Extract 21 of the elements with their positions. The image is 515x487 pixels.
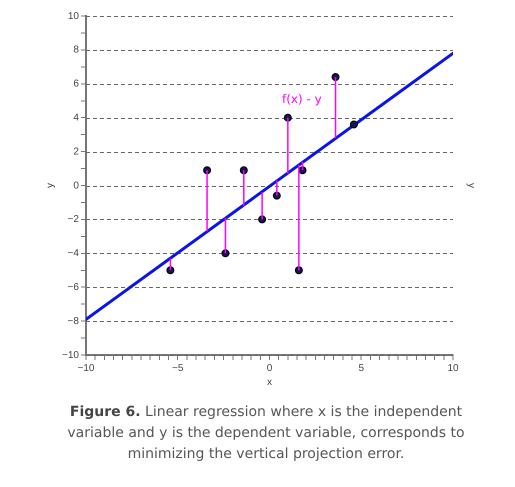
- y-tick-label: −8: [68, 316, 80, 327]
- y-tick-label: 4: [73, 112, 80, 124]
- x-tick-label: −5: [172, 362, 184, 374]
- y-tick-label: 2: [73, 146, 80, 158]
- y-tick-label: 6: [73, 78, 80, 90]
- y2-axis-title: y: [465, 183, 476, 188]
- x-tick-label: 10: [447, 362, 459, 374]
- point: [350, 120, 358, 128]
- y-tick-label: −2: [68, 214, 80, 226]
- y-tick-label: 8: [73, 44, 80, 56]
- x-tick-label: 0: [266, 362, 273, 374]
- y-tick-label: −10: [62, 350, 80, 361]
- y-tick-label: −6: [68, 282, 80, 293]
- annotation: f(x) - y: [282, 92, 322, 106]
- y-tick-label: −4: [68, 248, 80, 260]
- x-tick-label: 5: [358, 362, 364, 374]
- y-axis-title: y: [44, 183, 56, 188]
- x-axis-title: x: [266, 376, 272, 388]
- y-tick-label: 0: [73, 180, 80, 192]
- caption: Figure 6. Linear regression where x is the independent variable and y is the dependent variable, corresponds to minimizing the vertical projection error.: [66, 403, 466, 464]
- y-tick-label: 10: [68, 10, 80, 22]
